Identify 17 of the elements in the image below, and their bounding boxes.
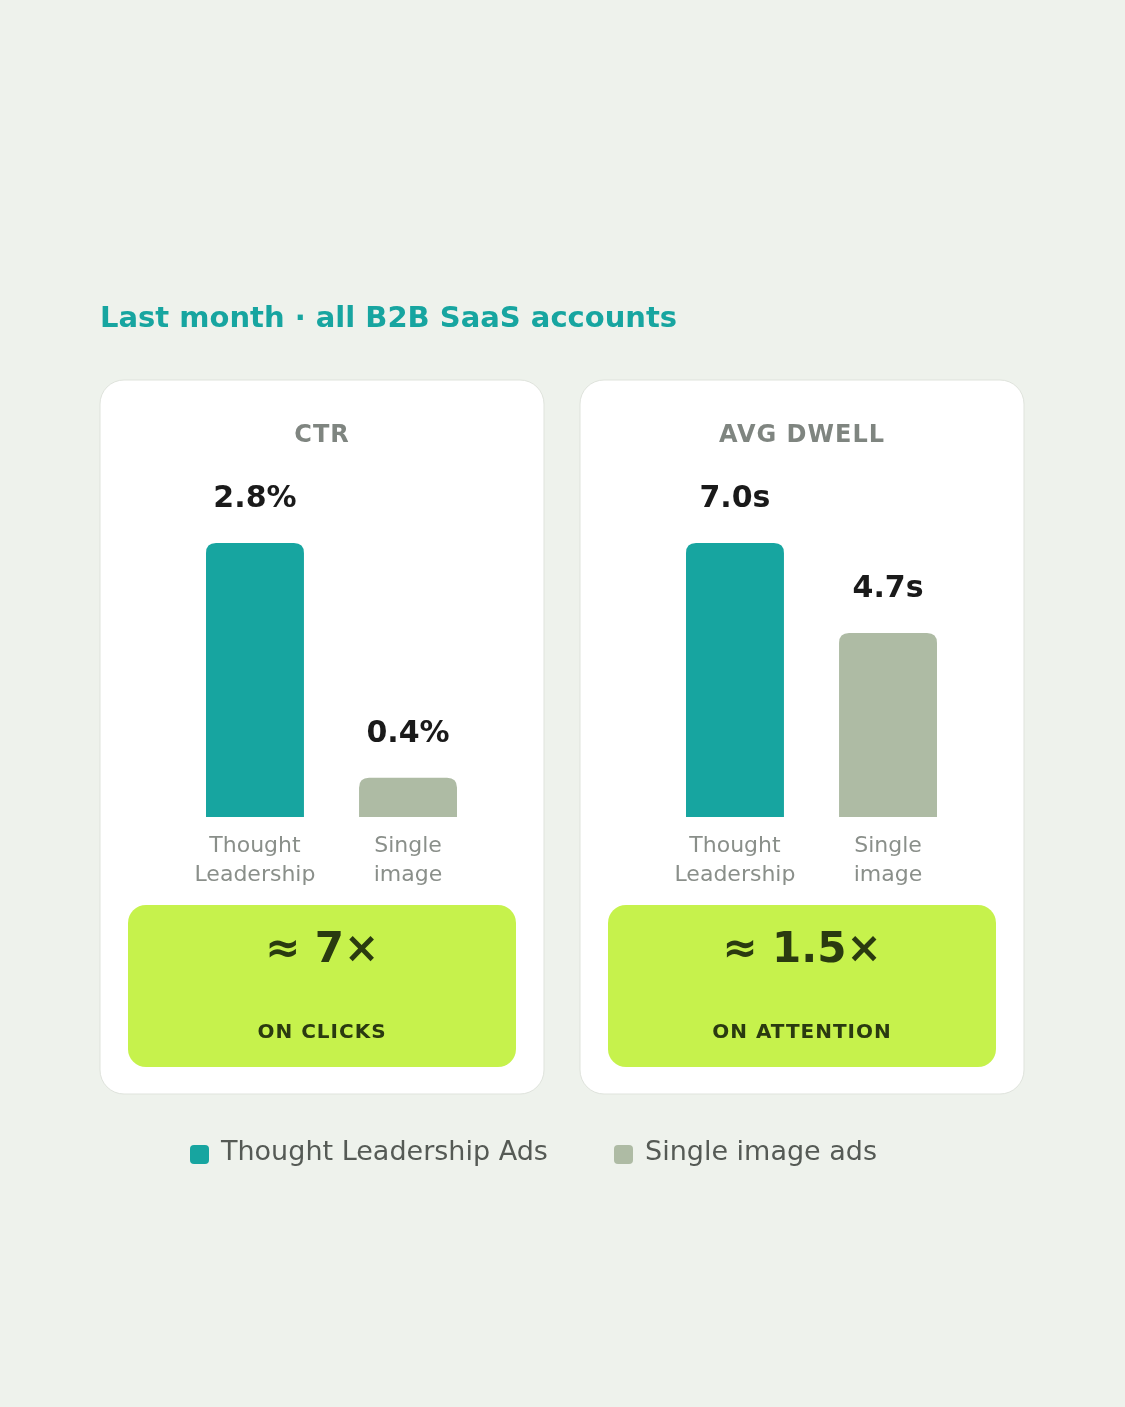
x-tick-label: Single image — [373, 832, 443, 886]
data-label: 2.8% — [213, 479, 297, 514]
text: ≈ 1.5× — [722, 923, 882, 972]
x-tick-label: Thought Leadership — [194, 832, 316, 886]
x-tick-label: Thought Leadership — [674, 832, 796, 886]
chart-title: CTR — [294, 420, 350, 448]
text: ≈ 7× — [264, 923, 380, 972]
chart-title: AVG DWELL — [719, 420, 885, 448]
legend-label: Single image ads — [645, 1135, 878, 1166]
legend-label: Thought Leadership Ads — [220, 1135, 548, 1166]
x-tick-label: Single image — [853, 832, 923, 886]
data-label: 4.7s — [852, 569, 924, 605]
data-label: 0.4% — [366, 713, 450, 749]
text: ON CLICKS — [257, 1019, 387, 1043]
data-label: 7.0s — [699, 479, 771, 514]
chart-subtitle: Last month · all B2B SaaS accounts — [100, 300, 678, 334]
text: ON ATTENTION — [712, 1019, 892, 1043]
